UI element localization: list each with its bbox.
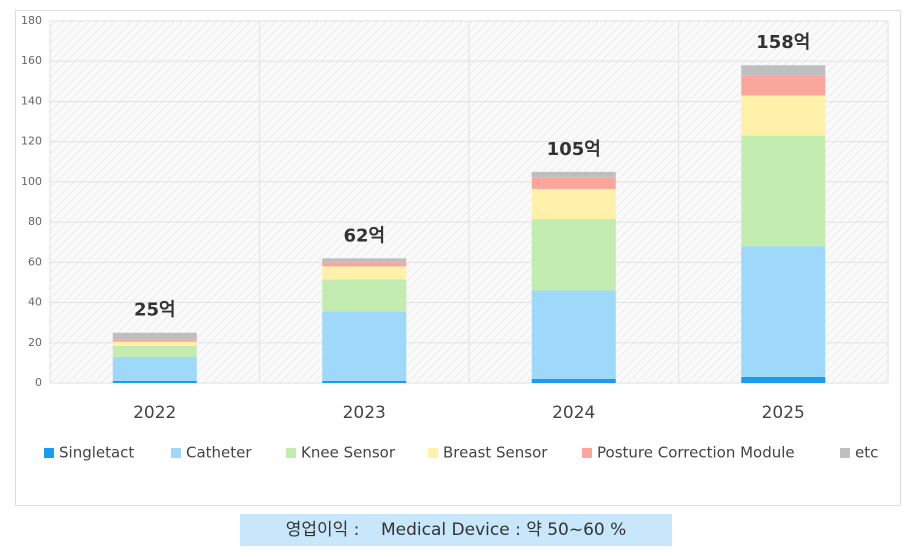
footer-note: 영업이익 : Medical Device : 약 50~60 %: [286, 520, 627, 540]
bar-segment: [322, 262, 407, 267]
y-tick-label: 20: [28, 336, 42, 349]
y-tick-label: 180: [21, 14, 42, 27]
bar-segment: [112, 332, 197, 340]
y-tick-label: 120: [21, 135, 42, 148]
bar-segment: [741, 376, 826, 383]
y-tick-label: 160: [21, 54, 42, 67]
total-label: 158억: [756, 32, 810, 53]
bar-segment: [112, 380, 197, 383]
bar-segment: [741, 95, 826, 136]
bar-segment: [322, 380, 407, 383]
bar-segment: [112, 356, 197, 381]
bar-segment: [741, 135, 826, 247]
y-tick-label: 80: [28, 215, 42, 228]
bar-segment: [322, 311, 407, 381]
bar-segment: [531, 290, 616, 379]
bar-segment: [741, 75, 826, 96]
legend-swatch: [171, 448, 181, 458]
legend-swatch: [840, 448, 850, 458]
x-tick-label: 2022: [133, 403, 176, 423]
y-tick-label: 60: [28, 255, 42, 268]
y-tick-label: 0: [35, 376, 42, 389]
x-tick-label: 2025: [762, 403, 805, 423]
legend-swatch: [286, 448, 296, 458]
total-label: 25억: [134, 300, 176, 321]
x-tick-label: 2024: [552, 403, 595, 423]
bar-segment: [531, 177, 616, 189]
bar-segment: [112, 341, 197, 346]
bar-segment: [531, 219, 616, 291]
bar-segment: [322, 279, 407, 312]
legend-label: Posture Correction Module: [597, 444, 795, 462]
bar-segment: [531, 378, 616, 383]
bar-segment: [322, 258, 407, 263]
bar-segment: [741, 246, 826, 377]
footer-box: [240, 514, 672, 546]
legend-swatch: [582, 448, 592, 458]
legend-label: Catheter: [186, 444, 252, 462]
legend-label: Knee Sensor: [301, 444, 396, 462]
total-label: 105억: [547, 139, 601, 160]
legend-swatch: [428, 448, 438, 458]
bar-segment: [322, 266, 407, 280]
bar-segment: [531, 188, 616, 220]
legend-label: etc: [855, 444, 878, 462]
y-tick-label: 140: [21, 94, 42, 107]
bar-segment: [112, 339, 197, 342]
bar-segment: [741, 65, 826, 76]
x-tick-label: 2023: [343, 403, 386, 423]
bar-segment: [112, 345, 197, 357]
bar-segment: [531, 171, 616, 178]
legend-swatch: [44, 448, 54, 458]
y-tick-label: 100: [21, 175, 42, 188]
legend-label: Breast Sensor: [443, 444, 548, 462]
total-label: 62억: [343, 225, 385, 246]
y-tick-label: 40: [28, 296, 42, 309]
legend-label: Singletact: [59, 444, 134, 462]
